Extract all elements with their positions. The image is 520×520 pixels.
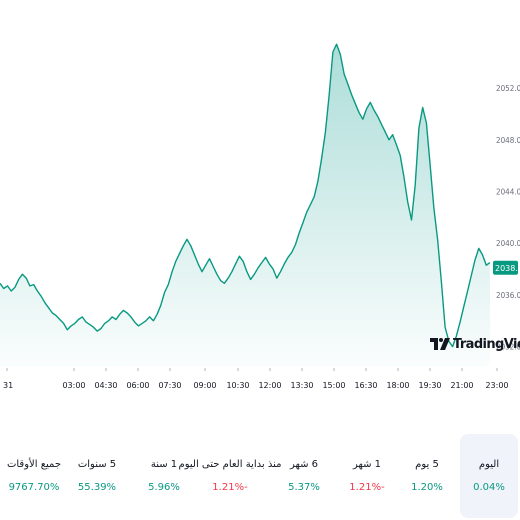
period-change-value: 1.21%- [212, 482, 248, 493]
x-tick-label: 07:30 [158, 381, 181, 390]
x-tick-label: 31 [3, 381, 13, 390]
x-tick-label: 06:00 [126, 381, 149, 390]
x-tick-label: 18:00 [386, 381, 409, 390]
chart-canvas[interactable]: 2032.00 2036.00 2040.00 2044.00 2048.00 2052.… [0, 0, 520, 400]
x-tick-label: 03:00 [62, 381, 85, 390]
x-tick-label: 10:30 [226, 381, 249, 390]
price-chart[interactable]: 2032.00 2036.00 2040.00 2044.00 2048.00 2052.… [0, 0, 520, 400]
period-change-value: 9767.70% [8, 482, 60, 493]
current-price-label: 2038.10 [495, 264, 520, 273]
x-tick-label: 04:30 [94, 381, 117, 390]
x-tick-label: 13:30 [290, 381, 313, 390]
period-change-value: 1.20% [411, 482, 443, 493]
period-label: منذ بداية العام حتى اليوم [178, 459, 282, 470]
period-change-value: 5.96% [148, 482, 180, 493]
period-label: جميع الأوقات [6, 459, 62, 470]
performance-periods: اليوم 0.04% 5 يوم 1.20% 1 شهر 1.21%- 6 شهر 5.37… [0, 430, 520, 520]
tradingview-logo-icon [430, 338, 450, 350]
y-tick-label: 2036.00 [496, 291, 520, 300]
period-label: اليوم [478, 459, 500, 470]
x-tick-label: 21:00 [450, 381, 473, 390]
period-label: 1 شهر [352, 459, 382, 470]
y-tick-label: 2032.00 [496, 343, 520, 352]
series-line [0, 43, 491, 348]
period-label: 6 شهر [289, 459, 319, 470]
current-price-badge [493, 260, 518, 275]
y-tick-label: 2048.00 [496, 136, 520, 145]
period-tab[interactable]: 1 شهر 1.21%- [338, 434, 396, 518]
period-change-value: 0.04% [473, 482, 505, 493]
period-change-value: 1.21%- [349, 482, 385, 493]
period-tab[interactable]: 6 شهر 5.37% [275, 434, 333, 518]
period-tab[interactable]: 1 سنة 5.96% [135, 434, 193, 518]
x-tick-label: 19:30 [418, 381, 441, 390]
tradingview-watermark: TradingView [430, 334, 520, 354]
period-tab[interactable]: جميع الأوقات 9767.70% [5, 434, 63, 518]
period-label: 5 يوم [415, 459, 439, 470]
x-tick-label: 15:00 [322, 381, 345, 390]
x-tick-label: 12:00 [258, 381, 281, 390]
series-area-fill [0, 44, 490, 366]
y-tick-label: 2040.00 [496, 239, 520, 248]
x-tick-label: 23:00 [485, 381, 508, 390]
period-change-value: 5.37% [288, 482, 320, 493]
x-tick-label: 16:30 [354, 381, 377, 390]
period-tab[interactable]: 5 يوم 1.20% [398, 434, 456, 518]
tradingview-logo-text: TradingView [453, 336, 520, 352]
period-tab[interactable]: اليوم 0.04% [460, 434, 518, 518]
y-tick-label: 2052.00 [496, 84, 520, 93]
x-tick-label: 09:00 [193, 381, 216, 390]
period-label: 5 سنوات [77, 459, 117, 470]
y-tick-label: 2044.00 [496, 188, 520, 197]
period-label: 1 سنة [150, 459, 178, 470]
period-change-value: 55.39% [77, 482, 117, 493]
period-tab[interactable]: منذ بداية العام حتى اليوم 1.21%- [175, 434, 285, 518]
period-tab[interactable]: 5 سنوات 55.39% [68, 434, 126, 518]
